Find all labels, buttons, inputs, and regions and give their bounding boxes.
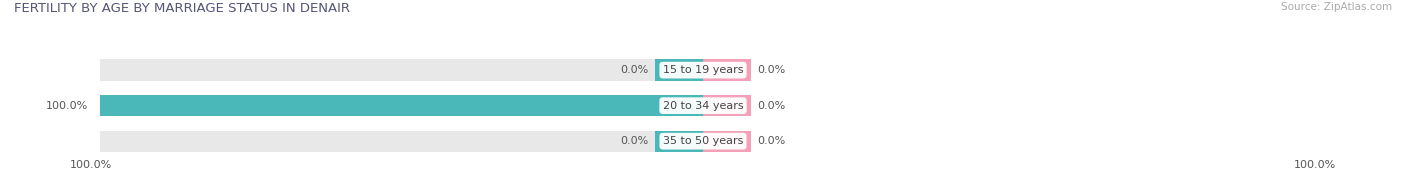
Text: Source: ZipAtlas.com: Source: ZipAtlas.com [1281, 2, 1392, 12]
Text: 0.0%: 0.0% [620, 65, 648, 75]
Text: 100.0%: 100.0% [70, 160, 112, 170]
Bar [100, 95, 703, 116]
Text: 20 to 34 years: 20 to 34 years [662, 101, 744, 111]
Text: 0.0%: 0.0% [620, 136, 648, 146]
Text: 0.0%: 0.0% [758, 136, 786, 146]
Bar [100, 95, 703, 116]
Text: 0.0%: 0.0% [758, 65, 786, 75]
Bar [703, 131, 751, 152]
Text: 100.0%: 100.0% [1294, 160, 1336, 170]
Bar [703, 59, 751, 81]
Bar [655, 131, 703, 152]
Bar [100, 131, 703, 152]
Text: 100.0%: 100.0% [46, 101, 89, 111]
Text: FERTILITY BY AGE BY MARRIAGE STATUS IN DENAIR: FERTILITY BY AGE BY MARRIAGE STATUS IN D… [14, 2, 350, 15]
Bar [703, 95, 751, 116]
Text: 15 to 19 years: 15 to 19 years [662, 65, 744, 75]
Text: 0.0%: 0.0% [758, 101, 786, 111]
Bar [100, 59, 703, 81]
Text: 35 to 50 years: 35 to 50 years [662, 136, 744, 146]
Bar [655, 59, 703, 81]
